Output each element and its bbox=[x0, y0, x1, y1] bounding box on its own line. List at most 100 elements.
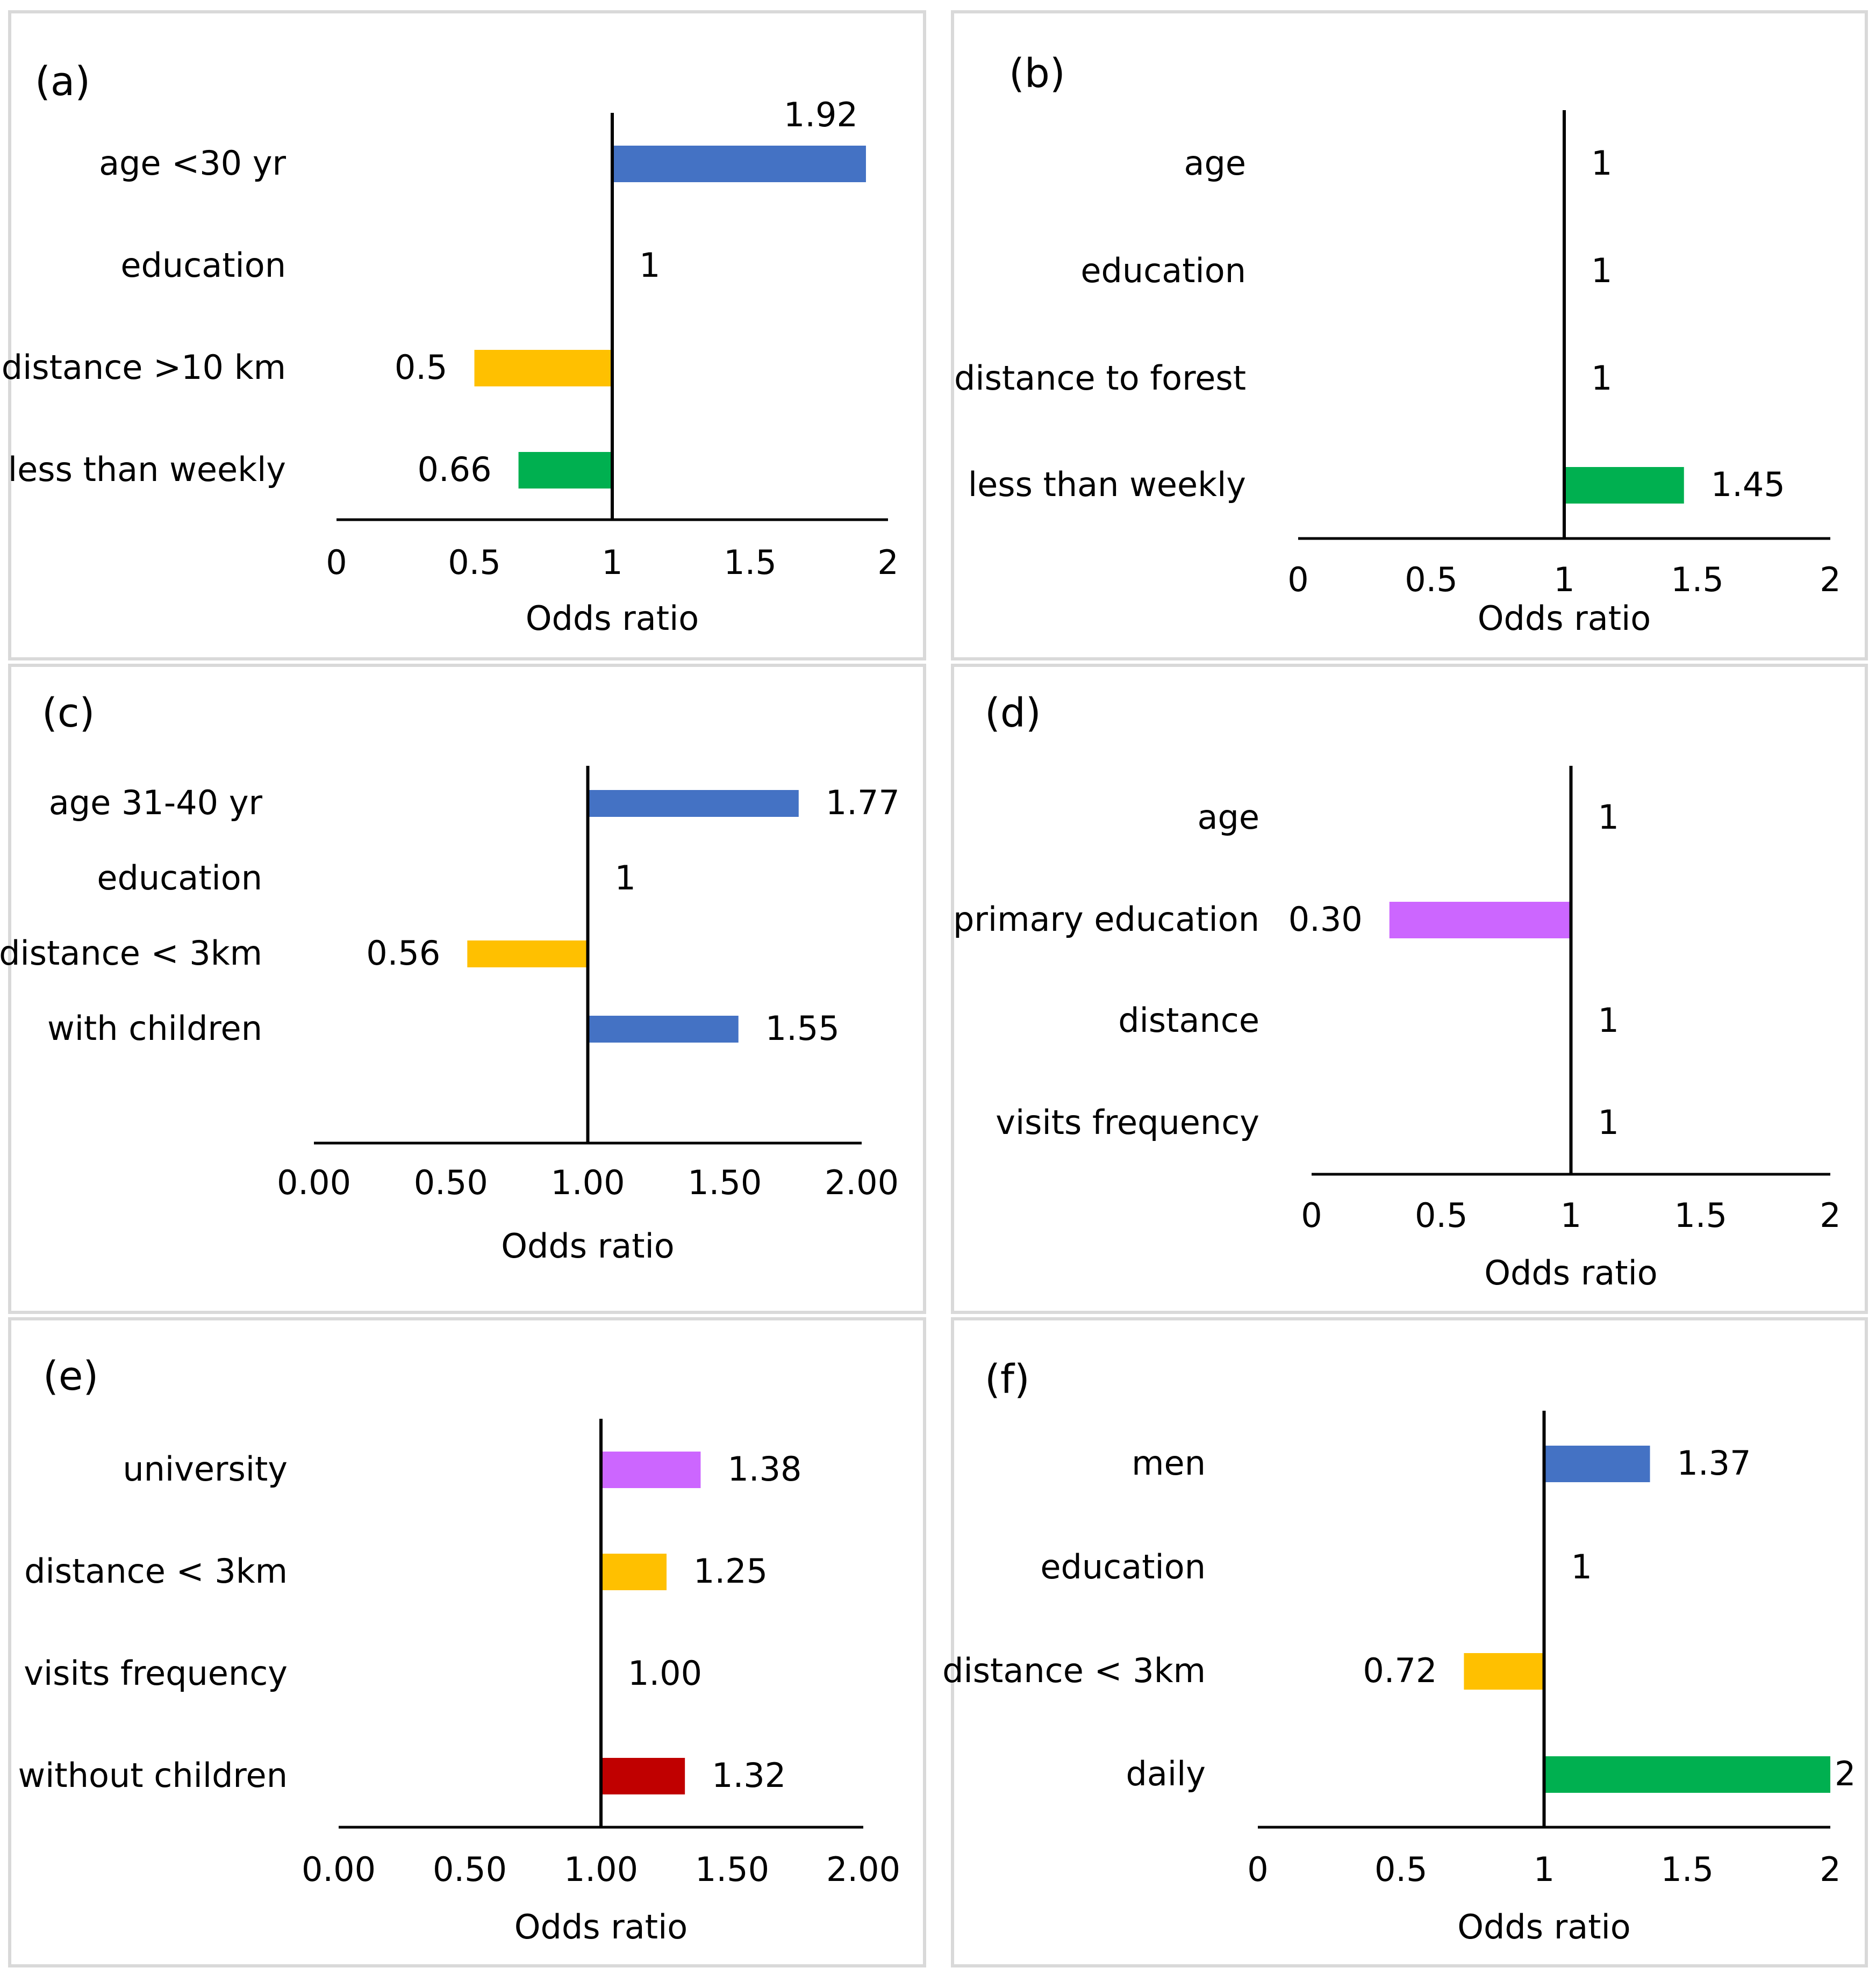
data-label: 1 bbox=[1591, 358, 1612, 398]
x-tick-label: 1.5 bbox=[1660, 1850, 1714, 1889]
x-tick-label: 0 bbox=[326, 543, 347, 582]
x-tick-label: 2 bbox=[1820, 1850, 1841, 1889]
category-label: distance bbox=[1118, 1001, 1259, 1040]
x-tick-label: 0.00 bbox=[277, 1163, 351, 1202]
category-label: education bbox=[1080, 251, 1246, 290]
x-tick-label: 1.5 bbox=[724, 543, 777, 582]
category-label: age bbox=[1184, 143, 1247, 183]
x-tick-label: 0.5 bbox=[1415, 1196, 1468, 1235]
data-label: 1.25 bbox=[693, 1552, 768, 1591]
data-label: 0.5 bbox=[395, 348, 448, 387]
data-label: 1 bbox=[1598, 798, 1619, 837]
category-label: age <30 yr bbox=[99, 143, 286, 183]
bar bbox=[601, 1452, 701, 1488]
category-label: with children bbox=[47, 1009, 262, 1048]
bar bbox=[1544, 1756, 1830, 1793]
panel-label: (c) bbox=[42, 690, 95, 736]
bar bbox=[601, 1554, 667, 1590]
x-tick-label: 0.50 bbox=[414, 1163, 488, 1202]
x-tick-label: 1 bbox=[1553, 560, 1574, 599]
x-tick-label: 1.5 bbox=[1674, 1196, 1727, 1235]
bar bbox=[601, 1758, 685, 1794]
category-label: age bbox=[1198, 798, 1260, 837]
bar bbox=[612, 146, 866, 182]
data-label: 1.32 bbox=[712, 1756, 786, 1795]
x-tick-label: 0.50 bbox=[433, 1850, 507, 1889]
x-axis-title: Odds ratio bbox=[1457, 1907, 1630, 1947]
chart-panel-d: (d) age 1 primary education 0.30 distance 1 vis… bbox=[951, 664, 1868, 1314]
x-tick-label: 2 bbox=[1820, 560, 1841, 599]
bar bbox=[1464, 1653, 1544, 1690]
data-label: 0.56 bbox=[366, 933, 440, 973]
panel-label: (f) bbox=[985, 1356, 1030, 1403]
category-label: age 31-40 yr bbox=[49, 783, 263, 822]
chart-panel-f: (f) men 1.37 education 1 distance < 3km 0.72 da… bbox=[942, 1317, 1868, 1967]
data-label: 1.77 bbox=[826, 783, 900, 822]
chart-panel-a: (a)age <30 yr 1.92 education 1 distance >10 … bbox=[2, 10, 926, 660]
category-label: primary education bbox=[953, 900, 1259, 939]
bar bbox=[588, 790, 799, 817]
x-tick-label: 1.50 bbox=[695, 1850, 769, 1889]
data-label: 1 bbox=[1591, 251, 1612, 290]
x-tick-label: 2 bbox=[1820, 1196, 1841, 1235]
panel-frame bbox=[8, 10, 926, 660]
x-tick-label: 1.00 bbox=[564, 1850, 638, 1889]
x-tick-label: 0.5 bbox=[448, 543, 501, 582]
data-label: 1 bbox=[1598, 1001, 1619, 1040]
bar bbox=[1564, 467, 1684, 504]
x-tick-label: 1.5 bbox=[1671, 560, 1724, 599]
data-label: 0.30 bbox=[1288, 900, 1363, 939]
data-label: 1 bbox=[1591, 143, 1612, 183]
x-tick-label: 2.00 bbox=[826, 1850, 900, 1889]
bar bbox=[474, 350, 612, 386]
x-tick-label: 0 bbox=[1247, 1850, 1268, 1889]
chart-panel-b: (b) age 1 education 1 distance to forest 1 less… bbox=[951, 10, 1868, 660]
category-label: distance >10 km bbox=[2, 348, 286, 387]
data-label: 0.72 bbox=[1363, 1651, 1437, 1690]
bar bbox=[467, 940, 588, 967]
x-tick-label: 2.00 bbox=[825, 1163, 899, 1202]
data-label: 1 bbox=[639, 246, 660, 285]
category-label: education bbox=[120, 246, 286, 285]
panel-frame bbox=[951, 1317, 1868, 1967]
data-label: 1 bbox=[1571, 1547, 1592, 1586]
x-tick-label: 0 bbox=[1287, 560, 1308, 599]
category-label: less than weekly bbox=[8, 450, 286, 489]
bar bbox=[1544, 1446, 1650, 1482]
x-tick-label: 1.00 bbox=[550, 1163, 625, 1202]
chart-panel-e: (e) university 1.38 distance < 3km 1.25 visit… bbox=[8, 1317, 926, 1967]
x-tick-label: 2 bbox=[877, 543, 898, 582]
panel-frame bbox=[8, 664, 926, 1314]
data-label: 0.66 bbox=[418, 450, 492, 489]
bar bbox=[588, 1016, 739, 1043]
x-axis-title: Odds ratio bbox=[526, 599, 699, 638]
x-tick-label: 0.5 bbox=[1405, 560, 1458, 599]
data-label: 1 bbox=[1598, 1103, 1619, 1142]
data-label: 1.00 bbox=[628, 1654, 702, 1693]
bar bbox=[518, 452, 612, 489]
x-tick-label: 0.00 bbox=[302, 1850, 376, 1889]
category-label: university bbox=[123, 1449, 288, 1489]
panel-label: (a) bbox=[35, 59, 90, 105]
category-label: less than weekly bbox=[968, 465, 1246, 504]
category-label: education bbox=[1040, 1547, 1206, 1586]
bar bbox=[1389, 902, 1571, 938]
x-tick-label: 1 bbox=[602, 543, 622, 582]
data-label: 1.92 bbox=[784, 95, 858, 134]
panel-frame bbox=[8, 1317, 926, 1967]
panel-label: (d) bbox=[985, 690, 1041, 736]
data-label: 1.45 bbox=[1711, 465, 1785, 504]
data-label: 1.55 bbox=[765, 1009, 840, 1048]
category-label: distance < 3km bbox=[0, 933, 262, 973]
x-tick-label: 0 bbox=[1301, 1196, 1322, 1235]
category-label: education bbox=[97, 858, 262, 897]
x-axis-title: Odds ratio bbox=[1478, 599, 1651, 638]
data-label: 1.38 bbox=[727, 1449, 801, 1489]
category-label: distance < 3km bbox=[942, 1651, 1206, 1690]
category-label: visits frequency bbox=[24, 1654, 288, 1693]
x-tick-label: 0.5 bbox=[1374, 1850, 1428, 1889]
chart-panel-c: (c) age 31-40 yr 1.77 education 1 distance < … bbox=[0, 664, 926, 1314]
category-label: distance < 3km bbox=[24, 1552, 288, 1591]
category-label: visits frequency bbox=[996, 1103, 1259, 1142]
